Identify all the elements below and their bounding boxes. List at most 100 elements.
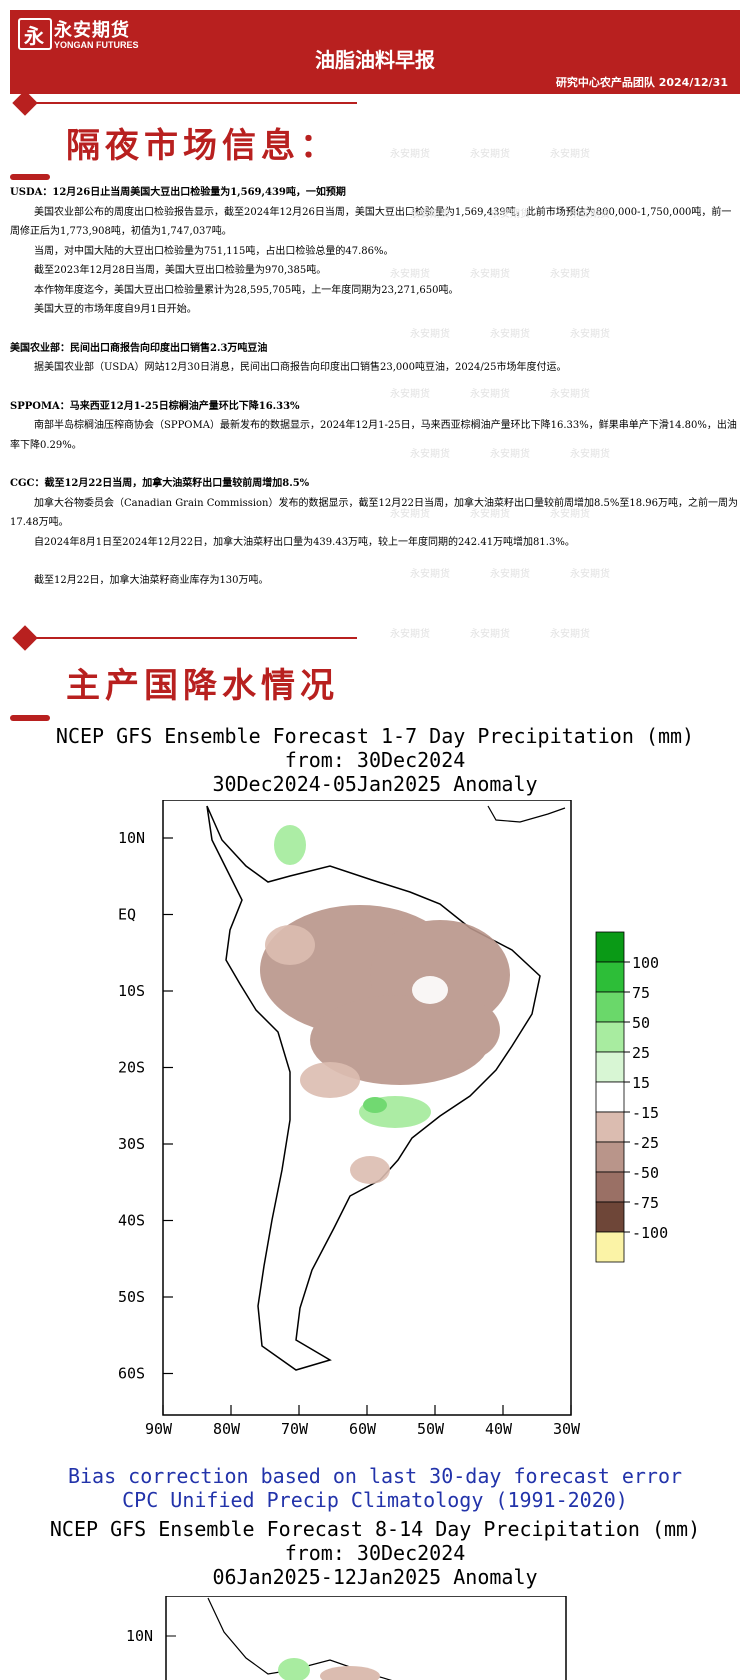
- news-heading-cgc: CGC：截至12月22日当周，加拿大油菜籽出口量较前周增加8.5%: [10, 478, 310, 489]
- watermark-text: 永安期货: [470, 269, 510, 280]
- watermark-text: 永安期货: [570, 329, 610, 340]
- lon-label: 40W: [485, 1420, 513, 1438]
- watermark-text: 永安期货: [490, 569, 530, 580]
- watermark-text: 永安期货: [410, 329, 450, 340]
- watermark-text: 永安期货: [410, 209, 450, 220]
- legend-swatch: [595, 961, 625, 993]
- map2-wet-area: [278, 1658, 310, 1680]
- news-heading-sppoma: SPPOMA：马来西亚12月1-25日棕榈油产量环比下降16.33%: [10, 400, 300, 412]
- lon-label: 60W: [349, 1420, 377, 1438]
- map2-period: 06Jan2025-12Jan2025 Anomaly: [212, 1565, 538, 1589]
- africa-outline: [487, 805, 566, 823]
- news-heading-usda-india: 美国农业部：民间出口商报告向印度出口销售2.3万吨豆油: [10, 342, 268, 354]
- legend-swatch: [595, 1171, 625, 1203]
- watermark-text: 永安期货: [410, 449, 450, 460]
- news-paragraph: 加拿大谷物委员会（Canadian Grain Commission）发布的数据…: [10, 497, 738, 529]
- company-logo: 永: [18, 18, 52, 50]
- legend-swatch: [595, 1141, 625, 1173]
- watermark-text: 永安期货: [390, 629, 430, 640]
- legend-label: -100: [632, 1224, 668, 1242]
- company-name-en: YONGAN FUTURES: [54, 40, 139, 50]
- lat-label: 20S: [118, 1059, 145, 1077]
- news-paragraph: 自2024年8月1日至2024年12月22日，加拿大油菜籽出口量为439.43万…: [34, 536, 575, 548]
- news-paragraph: 截至2023年12月28日当周，美国大豆出口检验量为970,385吨。: [34, 265, 327, 276]
- watermark-text: 永安期货: [490, 449, 530, 460]
- lon-label: 90W: [145, 1420, 173, 1438]
- lat-label: 40S: [118, 1212, 145, 1230]
- watermark-text: 永安期货: [550, 149, 590, 160]
- news-paragraph: 美国农业部公布的周度出口检验报告显示，截至2024年12月26日当周，美国大豆出…: [10, 206, 732, 238]
- map1-period: 30Dec2024-05Jan2025 Anomaly: [212, 772, 538, 796]
- map2-frame: [165, 1596, 567, 1680]
- watermark-text: 永安期货: [490, 209, 530, 220]
- news-paragraph: 美国大豆的市场年度自9月1日开始。: [34, 304, 197, 315]
- map1-from-date: from: 30Dec2024: [284, 748, 466, 772]
- legend-swatch: [595, 1201, 625, 1233]
- map2-panel: 10N: [126, 1596, 567, 1680]
- legend-swatch: [595, 991, 625, 1023]
- bias-note-line2: CPC Unified Precip Climatology (1991-202…: [122, 1488, 628, 1512]
- company-name-cn: 永安期货: [54, 20, 130, 41]
- legend-swatch: [595, 1081, 625, 1113]
- watermark-text: 永安期货: [470, 149, 510, 160]
- legend-label: 25: [632, 1044, 650, 1062]
- news-paragraph: 据美国农业部（USDA）网站12月30日消息，民间出口商报告向印度出口销售23,…: [34, 362, 567, 373]
- legend-label: 15: [632, 1074, 650, 1092]
- legend-label: -50: [632, 1164, 659, 1182]
- watermark-text: 永安期货: [550, 509, 590, 520]
- lon-label: 30W: [553, 1420, 581, 1438]
- legend-swatch: [595, 1051, 625, 1083]
- news-paragraph: 本作物年度迄今，美国大豆出口检验量累计为28,595,705吨，上一年度同期为2…: [34, 284, 459, 296]
- longitude-axis: 90W 80W 70W 60W 50W 40W 30W: [145, 1405, 581, 1438]
- watermark-text: 永安期货: [410, 569, 450, 580]
- lat-label: 30S: [118, 1135, 145, 1153]
- legend-label: 75: [632, 984, 650, 1002]
- precip-legend: 100 75 50 25 15 -15 -25 -50 -75 -100: [595, 931, 668, 1263]
- lon-label: 50W: [417, 1420, 445, 1438]
- logo-glyph: 永: [24, 24, 44, 48]
- map2-from-date: from: 30Dec2024: [284, 1541, 466, 1565]
- map2-dry-area: [320, 1666, 380, 1680]
- anomaly-wet-area: [274, 825, 431, 1128]
- legend-swatch: [595, 1021, 625, 1053]
- report-title: 油脂油料早报: [315, 48, 435, 72]
- section2-title: 主产国降水情况: [66, 666, 339, 706]
- watermark-text: 永安期货: [390, 149, 430, 160]
- watermark-text: 永安期货: [570, 449, 610, 460]
- watermark-text: 永安期货: [550, 269, 590, 280]
- map1-panel: 10N EQ 10S 20S 30S 40S 50S 60S 90W 80W 70W 60W 50W 4…: [118, 800, 668, 1438]
- section1-underbar: [10, 174, 50, 180]
- map2-title: NCEP GFS Ensemble Forecast 8-14 Day Prec…: [49, 1517, 701, 1541]
- watermark-text: 永安期货: [470, 509, 510, 520]
- watermark-text: 永安期货: [550, 389, 590, 400]
- legend-label: -25: [632, 1134, 659, 1152]
- watermark-text: 永安期货: [390, 389, 430, 400]
- watermark-text: 永安期货: [470, 629, 510, 640]
- map1-title: NCEP GFS Ensemble Forecast 1-7 Day Preci…: [55, 724, 695, 748]
- section2-underbar: [10, 715, 50, 721]
- lat-label: EQ: [118, 906, 136, 924]
- watermark-text: 永安期货: [390, 509, 430, 520]
- legend-label: -15: [632, 1104, 659, 1122]
- news-paragraph: 截至12月22日，加拿大油菜籽商业库存为130万吨。: [34, 575, 269, 586]
- south-america-outline: [206, 805, 541, 1371]
- lon-label: 80W: [213, 1420, 241, 1438]
- legend-swatch: [595, 1111, 625, 1143]
- watermark-text: 永安期货: [570, 569, 610, 580]
- legend-swatch: [595, 1231, 625, 1263]
- watermark-text: 永安期货: [490, 329, 530, 340]
- bias-note-line1: Bias correction based on last 30-day for…: [67, 1464, 683, 1488]
- lon-label: 70W: [281, 1420, 309, 1438]
- news-list: USDA：12月26日止当周美国大豆出口检验量为1,569,439吨，一如预期 …: [10, 183, 738, 591]
- lat-label: 50S: [118, 1288, 145, 1306]
- report-team-date: 研究中心农产品团队 2024/12/31: [555, 76, 728, 89]
- latitude-axis: 10N EQ 10S 20S 30S 40S 50S 60S: [118, 829, 173, 1383]
- legend-label: 50: [632, 1014, 650, 1032]
- legend-swatch: [595, 931, 625, 963]
- report-header: 永 永安期货 YONGAN FUTURES 油脂油料早报 研究中心农产品团队 2…: [10, 10, 740, 94]
- watermark-text: 永安期货: [470, 389, 510, 400]
- section1-rule: [30, 102, 357, 104]
- lat-label: 10N: [118, 829, 145, 847]
- watermark-text: 永安期货: [390, 269, 430, 280]
- news-paragraph: 南部半岛棕榈油压榨商协会（SPPOMA）最新发布的数据显示，2024年12月1-…: [10, 420, 737, 451]
